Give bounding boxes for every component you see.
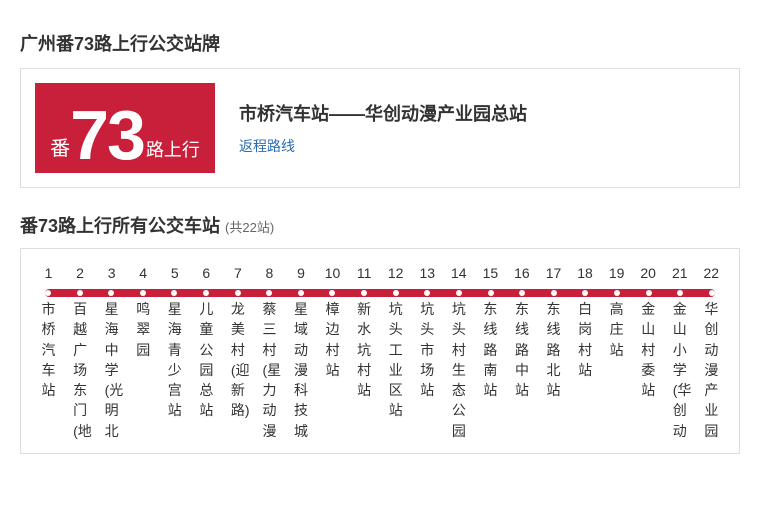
stops-title-text: 番73路上行所有公交车站 (20, 216, 220, 236)
stop-name: 星海青少宫站 (168, 299, 182, 421)
stop-name: 坑头工业区站 (389, 299, 403, 421)
route-dots (45, 290, 715, 296)
stop-dot (424, 290, 430, 296)
stop-name: 东线路北站 (547, 299, 561, 400)
stop-dot (393, 290, 399, 296)
stop-name: 星海中学(光明北 (105, 299, 119, 441)
stop-name: 鸣翠园 (136, 299, 150, 360)
stop-dot (519, 290, 525, 296)
stop-number: 16 (514, 265, 530, 281)
stop-number: 12 (388, 265, 404, 281)
stop-number: 15 (483, 265, 499, 281)
stop-name: 市桥汽车站 (42, 299, 56, 400)
stop-dot (298, 290, 304, 296)
stop-name: 儿童公园总站 (199, 299, 213, 421)
stop-name: 高庄站 (610, 299, 624, 360)
stop-dot (361, 290, 367, 296)
stop-number: 9 (297, 265, 305, 281)
stop-number: 2 (76, 265, 84, 281)
stop-dot (140, 290, 146, 296)
stop-dot (266, 290, 272, 296)
stop-name: 龙美村(迎新路) (231, 299, 245, 421)
stop-dot (235, 290, 241, 296)
stops-count: (共22站) (225, 220, 274, 235)
stop-number: 7 (234, 265, 242, 281)
stop-name: 樟边村站 (326, 299, 340, 380)
stops-row: 1 市桥汽车站 2 百越广场东门(地 3 星海中学(光明北 4 鸣翠园 5 星海青少宫站 6 儿童公园… (33, 265, 727, 441)
stop-number: 22 (704, 265, 720, 281)
stop-dot (45, 290, 51, 296)
stop-number: 11 (357, 265, 372, 281)
stop-dot (709, 290, 715, 296)
stop-name: 华创动漫产业园 (704, 299, 718, 441)
stop-number: 20 (640, 265, 656, 281)
stops-card: 1 市桥汽车站 2 百越广场东门(地 3 星海中学(光明北 4 鸣翠园 5 星海青少宫站 6 儿童公园… (20, 248, 740, 454)
stop-number: 13 (419, 265, 435, 281)
stop-dot (582, 290, 588, 296)
badge-prefix: 番 (50, 139, 70, 159)
route-card: 番 73 路上行 市桥汽车站——华创动漫产业园总站 返程路线 (20, 68, 740, 188)
stop-dot (456, 290, 462, 296)
page-title: 广州番73路上行公交站牌 (20, 30, 740, 56)
stops-title: 番73路上行所有公交车站 (共22站) (20, 212, 740, 238)
stop-dot (677, 290, 683, 296)
stop-name: 坑头市场站 (420, 299, 434, 400)
stop-dot (488, 290, 494, 296)
stop-number: 1 (45, 265, 53, 281)
badge-suffix: 路上行 (146, 141, 200, 159)
stop-number: 17 (546, 265, 562, 281)
stop-name: 东线路南站 (483, 299, 497, 400)
stop-number: 6 (202, 265, 210, 281)
return-route-link[interactable]: 返程路线 (239, 138, 295, 154)
stop-number: 19 (609, 265, 625, 281)
stop-number: 18 (577, 265, 593, 281)
stop-name: 百越广场东门(地 (73, 299, 87, 441)
stop-name: 新水坑村站 (357, 299, 371, 400)
stop-dot (614, 290, 620, 296)
stop-dot (108, 290, 114, 296)
route-info: 市桥汽车站——华创动漫产业园总站 返程路线 (239, 100, 527, 156)
stop-dot (329, 290, 335, 296)
stop-dot (646, 290, 652, 296)
route-badge: 番 73 路上行 (35, 83, 215, 173)
stop-name: 星域动漫科技城 (294, 299, 308, 441)
stop-number: 14 (451, 265, 467, 281)
stop-number: 3 (108, 265, 116, 281)
stop-dot (77, 290, 83, 296)
stop-dot (171, 290, 177, 296)
stop-name: 坑头村生态公园 (452, 299, 466, 441)
stop-name: 蔡三村(星力动漫 (262, 299, 276, 441)
stop-name: 东线路中站 (515, 299, 529, 400)
stop-number: 4 (139, 265, 147, 281)
stop-name: 金山村委站 (641, 299, 655, 400)
stop-number: 8 (266, 265, 274, 281)
route-name: 市桥汽车站——华创动漫产业园总站 (239, 100, 527, 126)
stop-dot (551, 290, 557, 296)
badge-number: 73 (70, 106, 144, 166)
stop-dot (203, 290, 209, 296)
stop-number: 21 (672, 265, 688, 281)
stop-name: 白岗村站 (578, 299, 592, 380)
stop-number: 5 (171, 265, 179, 281)
stop-name: 金山小学(华创动 (673, 299, 687, 441)
stop-number: 10 (325, 265, 341, 281)
